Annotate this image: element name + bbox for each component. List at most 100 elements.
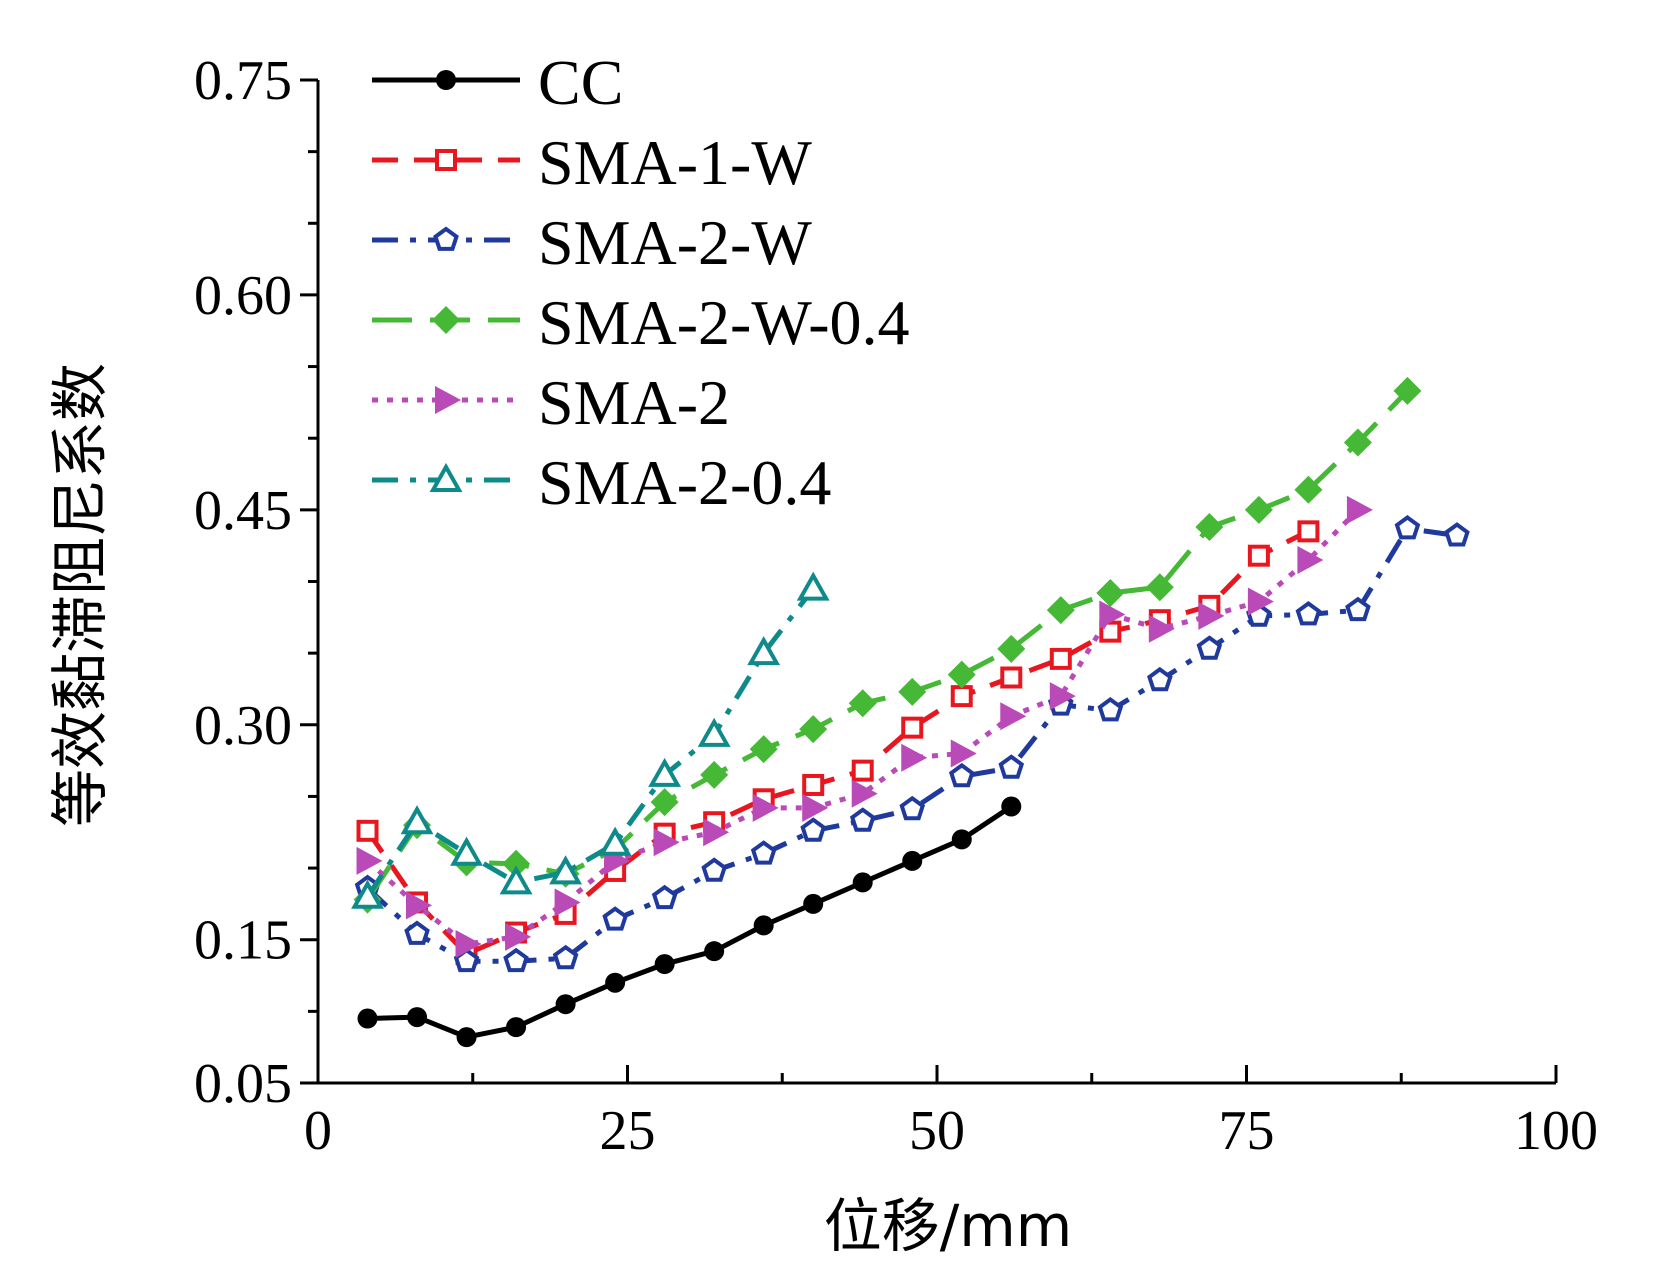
data-point: [1247, 587, 1274, 616]
data-point: [404, 920, 430, 945]
legend-item-SMA-2: SMA-2: [372, 367, 730, 438]
y-tick-label-0: 0.05: [194, 1053, 292, 1115]
data-point: [648, 757, 682, 787]
data-point: [654, 954, 675, 975]
data-point: [1247, 544, 1270, 567]
data-point: [1147, 666, 1173, 692]
data-point: [747, 636, 781, 666]
legend-marker: [429, 462, 463, 492]
data-point: [852, 872, 873, 893]
data-point: [456, 1027, 477, 1048]
data-point: [948, 762, 975, 788]
data-point: [549, 855, 583, 885]
data-point: [851, 779, 878, 808]
legend-label: SMA-2-W: [538, 207, 812, 278]
y-tick-label-1: 0.15: [194, 910, 292, 972]
data-point: [1295, 601, 1322, 626]
data-point: [650, 788, 679, 817]
data-point: [1000, 702, 1027, 731]
data-point: [554, 888, 581, 917]
data-point: [901, 716, 924, 739]
series-CC: [357, 796, 1022, 1048]
data-point: [1049, 682, 1076, 711]
data-point: [602, 906, 628, 931]
data-point: [1394, 515, 1421, 540]
data-point: [502, 849, 531, 878]
data-point: [1294, 475, 1323, 504]
data-point: [406, 891, 433, 920]
data-point: [704, 941, 725, 962]
data-point: [1097, 697, 1124, 722]
data-point: [1346, 495, 1373, 524]
legend-item-SMA-2-0.4: SMA-2-0.4: [372, 447, 831, 518]
legend-label: SMA-2-0.4: [538, 447, 831, 518]
data-point: [902, 850, 923, 871]
data-point: [555, 994, 576, 1015]
data-point: [898, 677, 927, 706]
legend-label: SMA-1-W: [538, 127, 812, 198]
data-point: [1393, 376, 1422, 405]
x-tick-label-3: 75: [1219, 1100, 1275, 1162]
legend-marker: [435, 386, 461, 414]
x-tick-label-1: 25: [600, 1100, 656, 1162]
data-point: [750, 840, 777, 865]
legend-item-CC: CC: [372, 47, 623, 118]
data-point: [701, 857, 727, 882]
data-point: [1099, 620, 1122, 643]
data-point: [1343, 428, 1372, 457]
legend-marker: [436, 70, 456, 90]
series-SMA-1-W: [356, 520, 1320, 966]
data-point: [653, 828, 680, 857]
data-point: [899, 795, 926, 821]
data-point: [1145, 573, 1174, 602]
x-tick-label-0: 0: [304, 1100, 332, 1162]
data-point: [605, 972, 626, 993]
data-point: [1049, 647, 1072, 670]
data-point: [356, 846, 383, 875]
data-point: [998, 754, 1025, 779]
data-point: [1198, 601, 1225, 630]
data-point: [803, 893, 824, 914]
data-point: [506, 1017, 527, 1038]
series-line-SMA-2: [365, 508, 1360, 947]
data-point: [598, 826, 632, 856]
data-point: [455, 930, 482, 959]
data-point: [848, 689, 877, 718]
data-point: [800, 817, 827, 842]
data-point: [1444, 522, 1470, 547]
data-point: [505, 922, 532, 951]
series-line-SMA-2-W-0.4: [365, 389, 1410, 901]
legend-item-SMA-2-W-0.4: SMA-2-W-0.4: [372, 287, 910, 358]
legend-marker: [433, 226, 459, 251]
data-point: [1195, 513, 1224, 542]
data-point: [1096, 578, 1125, 607]
x-axis-title: 位移/mm: [824, 1192, 1073, 1260]
data-point: [1196, 635, 1223, 660]
data-point: [951, 829, 972, 850]
data-point: [799, 715, 828, 744]
series-line-SMA-2-W: [365, 526, 1458, 964]
series-SMA-2-0.4: [351, 571, 830, 909]
legend: CC SMA-1-W SMA-2-W SMA-2-W-0.4 SMA-2 SMA-2-0.…: [372, 47, 910, 518]
legend-label: SMA-2: [538, 367, 730, 438]
data-point: [1297, 546, 1324, 575]
x-tick-label-4: 100: [1514, 1100, 1598, 1162]
data-point: [802, 773, 825, 796]
series-SMA-2-W: [354, 515, 1470, 973]
legend-item-SMA-1-W: SMA-1-W: [372, 127, 812, 198]
data-point: [703, 818, 730, 847]
legend-marker: [435, 149, 457, 171]
data-point: [1099, 600, 1126, 629]
data-point: [407, 1007, 428, 1028]
y-tick-label-2: 0.30: [194, 695, 292, 757]
data-point: [950, 739, 977, 768]
series-line-SMA-2-0.4: [365, 587, 816, 899]
data-point: [752, 793, 779, 822]
data-point: [357, 1008, 378, 1029]
axes: 0.05 0.15 0.30 0.45 0.60 0.75 0 25 50 75 100: [194, 50, 1598, 1162]
legend-marker: [432, 306, 460, 334]
data-point: [1244, 495, 1273, 524]
data-point: [1001, 796, 1022, 817]
legend-label: SMA-2-W-0.4: [538, 287, 910, 358]
